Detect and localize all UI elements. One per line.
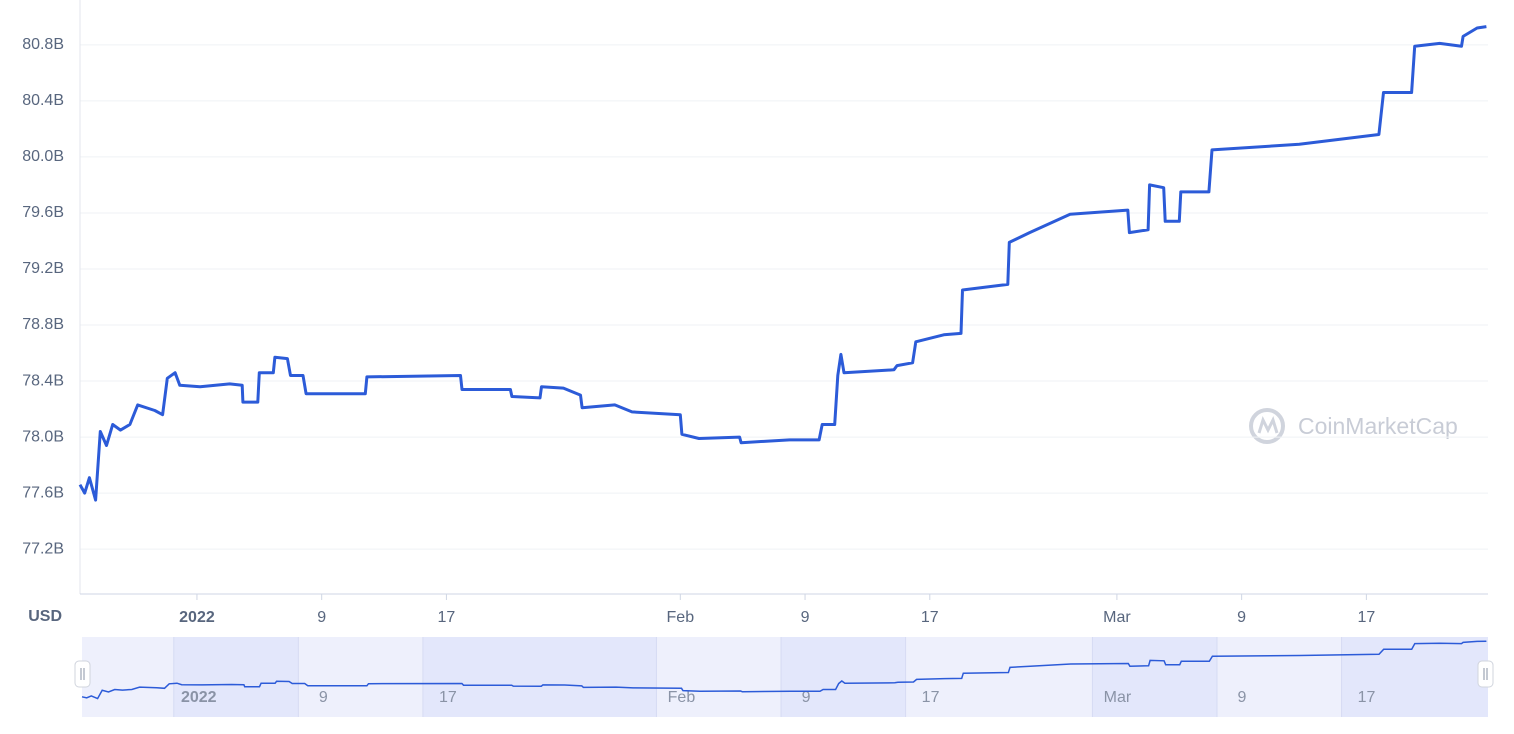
navigator-band [173,637,299,717]
x-tick-label: 9 [801,609,810,626]
y-tick-label: 78.8B [22,316,64,333]
y-tick-label: 79.6B [22,204,64,221]
navigator-band [1341,637,1488,717]
navigator-tick-label: 17 [922,689,940,706]
data-line [78,25,1487,502]
navigator-tick-label: Mar [1104,689,1132,706]
unit-label: USD [28,608,62,625]
navigator-band [1092,637,1217,717]
navigator-handle [1477,660,1494,688]
x-tick-label: Mar [1103,609,1131,626]
x-tick-label: 2022 [179,609,215,626]
x-tick-label: 9 [1237,609,1246,626]
navigator-tick-label: 9 [1238,689,1247,706]
navigator-line [81,640,1487,700]
navigator-tick-label: 17 [439,689,457,706]
watermark-text: CoinMarketCap [1298,413,1458,439]
y-tick-label: 77.2B [22,540,64,557]
navigator-tick-label: 2022 [181,689,217,706]
watermark: CoinMarketCap [1249,408,1458,444]
y-tick-label: 78.0B [22,428,64,445]
navigator-band [422,637,657,717]
navigator-band [781,637,906,717]
navigator-tick-label: Feb [668,689,696,706]
navigator-tick-label: 17 [1358,689,1376,706]
watermark-logo-mark [1257,415,1279,434]
navigator-handle [74,660,91,688]
navigator: 2022 9 17 Feb 9 17 Mar 9 17 [74,637,1494,717]
x-tick-label: 9 [317,609,326,626]
y-tick-label: 78.4B [22,372,64,389]
watermark-logo [1249,408,1285,444]
x-tick-label: 17 [438,609,456,626]
y-tick-label: 80.4B [22,92,64,109]
y-tick-label: 79.2B [22,260,64,277]
navigator-tick-label: 9 [802,689,811,706]
y-tick-label: 77.6B [22,484,64,501]
x-tick-label: 17 [1357,609,1375,626]
y-tick-label: 80.8B [22,36,64,53]
y-tick-label: 80.0B [22,148,64,165]
x-tick-label: Feb [667,609,695,626]
x-tick-label: 17 [921,609,939,626]
navigator-tick-label: 9 [319,689,328,706]
